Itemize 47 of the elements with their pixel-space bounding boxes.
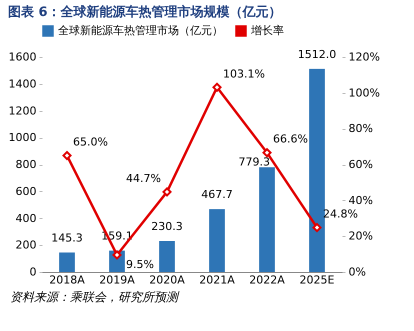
- point: [312, 223, 322, 232]
- data-label: 1512.0: [298, 48, 336, 61]
- x-tick-label: 2022A: [249, 274, 286, 286]
- x-tick-label: 2019A: [99, 274, 136, 286]
- data-label: 44.7%: [126, 172, 161, 185]
- y-tick-label: 600: [16, 184, 36, 198]
- y-tick-label: 0: [30, 266, 36, 278]
- y-tick-label: 1400: [8, 77, 36, 90]
- point: [112, 250, 122, 260]
- y-tick-label: 1200: [8, 104, 36, 118]
- y-tick-label: 1000: [8, 131, 36, 144]
- x-tick-label: 2018A: [49, 274, 86, 286]
- data-label: 66.6%: [273, 132, 308, 146]
- y2-tick-label: 0%: [348, 266, 366, 278]
- data-label: 230.3: [151, 220, 183, 234]
- point: [212, 82, 222, 92]
- y2-tick-label: 20%: [348, 230, 373, 243]
- x-tick-label: 2020A: [149, 274, 186, 286]
- point: [262, 148, 272, 158]
- data-label: 65.0%: [73, 136, 108, 149]
- y2-tick-label: 60%: [348, 158, 373, 171]
- y2-tick-label: 40%: [348, 194, 373, 207]
- y-tick-label: 800: [16, 158, 36, 171]
- y-tick-label: 200: [16, 238, 36, 252]
- y-tick-label: 400: [16, 212, 36, 225]
- chart-title: 图表 6：全球新能源车热管理市场规模（亿元）: [8, 4, 282, 20]
- point: [62, 151, 72, 160]
- bar: [159, 241, 175, 272]
- y2-tick-label: 100%: [348, 86, 380, 100]
- bar: [209, 209, 225, 272]
- x-tick-label: 2021A: [199, 274, 236, 286]
- y-tick-label: 1600: [8, 50, 36, 64]
- data-label: 9.5%: [126, 258, 154, 271]
- data-label: 467.7: [201, 188, 233, 202]
- data-label: 145.3: [51, 231, 83, 244]
- text: 资料来源：乘联会，研究所预测: [9, 289, 180, 306]
- data-label: 779.3: [238, 155, 270, 168]
- data-label: 103.1%: [223, 67, 265, 80]
- x-tick-label: 2025E: [300, 274, 335, 286]
- legend-label: 全球新能源车热管理市场（亿元）: [58, 24, 223, 37]
- bar: [59, 252, 75, 272]
- legend-label: 增长率: [250, 24, 284, 37]
- y2-tick-label: 120%: [348, 50, 380, 64]
- y2-tick-label: 80%: [348, 122, 373, 136]
- point: [162, 187, 172, 196]
- bar: [309, 68, 325, 272]
- bar: [259, 167, 275, 272]
